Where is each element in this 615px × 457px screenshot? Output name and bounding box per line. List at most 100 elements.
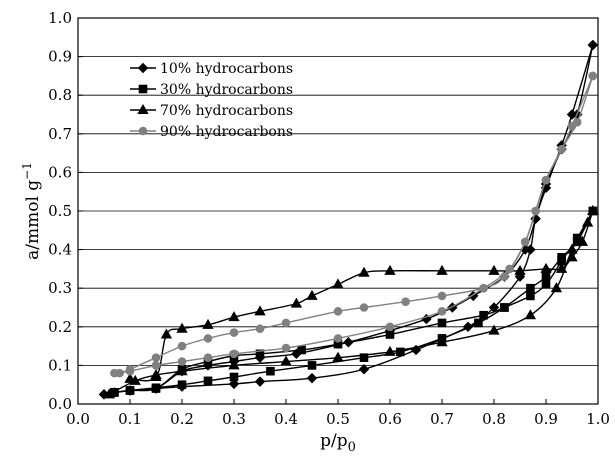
x-axis-label-sub: 0 xyxy=(348,440,356,455)
series-4 xyxy=(110,71,598,378)
data-point xyxy=(479,310,488,320)
data-point xyxy=(228,359,240,370)
series-3 xyxy=(103,204,599,399)
data-point xyxy=(176,365,188,376)
legend-item: 10% hydrocarbons xyxy=(130,61,293,77)
data-point xyxy=(177,380,187,389)
data-point xyxy=(524,309,537,320)
data-point xyxy=(576,235,589,246)
x-tick-label: 0.0 xyxy=(66,410,90,428)
data-point xyxy=(358,364,370,375)
data-point xyxy=(281,343,291,353)
y-tick-label: 0.7 xyxy=(48,125,72,143)
data-point xyxy=(384,264,396,275)
data-point xyxy=(479,283,488,293)
y-tick-label: 0.2 xyxy=(48,318,72,336)
data-point xyxy=(437,291,447,301)
data-point xyxy=(115,368,124,378)
data-point xyxy=(587,204,599,215)
y-tick-label: 0.0 xyxy=(48,395,72,413)
data-point xyxy=(176,322,188,333)
data-point xyxy=(255,324,265,334)
data-point xyxy=(151,384,161,393)
legend-label: 90% hydrocarbons xyxy=(160,124,293,140)
data-point xyxy=(254,376,266,387)
data-point xyxy=(297,345,306,355)
data-point xyxy=(333,307,343,316)
x-tick-label: 1.0 xyxy=(586,410,610,428)
data-point xyxy=(150,370,162,381)
data-point xyxy=(229,349,239,359)
data-point xyxy=(566,251,578,262)
data-point xyxy=(384,345,396,356)
legend-marker xyxy=(138,84,148,94)
data-point xyxy=(124,372,136,383)
data-point xyxy=(266,366,275,376)
y-axis-label-sup: −1 xyxy=(20,162,34,180)
x-axis-label-main: p/p xyxy=(320,431,348,451)
data-point xyxy=(306,289,318,300)
data-point xyxy=(587,39,599,51)
x-tick-label: 0.7 xyxy=(430,410,454,428)
x-tick-label: 0.5 xyxy=(326,410,350,428)
legend-marker xyxy=(138,126,148,136)
data-point xyxy=(541,175,551,185)
legend-marker xyxy=(137,62,149,74)
data-point xyxy=(229,328,239,337)
data-point xyxy=(526,283,535,293)
data-point xyxy=(202,318,214,329)
y-tick-label: 1.0 xyxy=(48,9,72,27)
data-point xyxy=(103,388,115,399)
legend-item: 90% hydrocarbons xyxy=(130,124,293,140)
data-point xyxy=(359,353,369,362)
y-tick-label: 0.6 xyxy=(48,163,72,181)
y-tick-label: 0.5 xyxy=(48,202,72,220)
x-tick-label: 0.9 xyxy=(534,410,558,428)
data-point xyxy=(203,353,213,362)
data-point xyxy=(203,376,213,386)
axis-ticks: 0.0 0.1 0.2 0.3 0.4 0.5 0.6 0.7 0.8 0.9 1.0 0.0 0.1 0… xyxy=(48,9,610,428)
data-point xyxy=(555,262,568,273)
data-point xyxy=(290,297,303,308)
plot-frame xyxy=(77,17,599,405)
x-tick-label: 0.4 xyxy=(274,410,298,428)
legend-item: 70% hydrocarbons xyxy=(130,103,293,119)
series-group xyxy=(98,39,599,400)
data-point xyxy=(500,272,509,281)
data-point xyxy=(520,237,530,247)
data-point xyxy=(151,361,161,370)
data-point xyxy=(125,386,135,395)
data-point xyxy=(125,364,135,374)
data-point xyxy=(401,297,410,307)
x-tick-label: 0.8 xyxy=(482,410,506,428)
y-tick-label: 0.1 xyxy=(48,356,72,374)
data-point xyxy=(177,341,187,351)
grid-lines xyxy=(78,56,598,366)
data-point xyxy=(505,264,514,274)
data-point xyxy=(177,357,187,366)
legend-label: 30% hydrocarbons xyxy=(160,82,293,98)
data-point xyxy=(359,303,369,312)
data-point xyxy=(572,117,582,127)
data-point xyxy=(151,353,161,362)
data-point xyxy=(160,328,173,339)
data-point xyxy=(488,324,500,335)
data-point xyxy=(572,233,582,243)
x-axis-label: p/p0 xyxy=(320,431,356,455)
series-line-desorption xyxy=(119,75,594,374)
data-point xyxy=(307,361,317,370)
data-point xyxy=(385,330,395,339)
data-point xyxy=(550,282,563,293)
data-point xyxy=(280,355,292,366)
data-point xyxy=(385,322,395,332)
y-axis-label: a/mmol g−1 xyxy=(20,162,43,260)
legend: 10% hydrocarbons 30% hydrocarbons 70% hydr… xyxy=(130,61,293,140)
data-point xyxy=(436,264,448,275)
data-point xyxy=(541,280,551,289)
y-tick-label: 0.4 xyxy=(48,241,72,259)
data-point xyxy=(500,303,509,312)
data-point xyxy=(332,278,344,289)
data-point xyxy=(358,266,370,277)
data-point xyxy=(437,318,447,328)
